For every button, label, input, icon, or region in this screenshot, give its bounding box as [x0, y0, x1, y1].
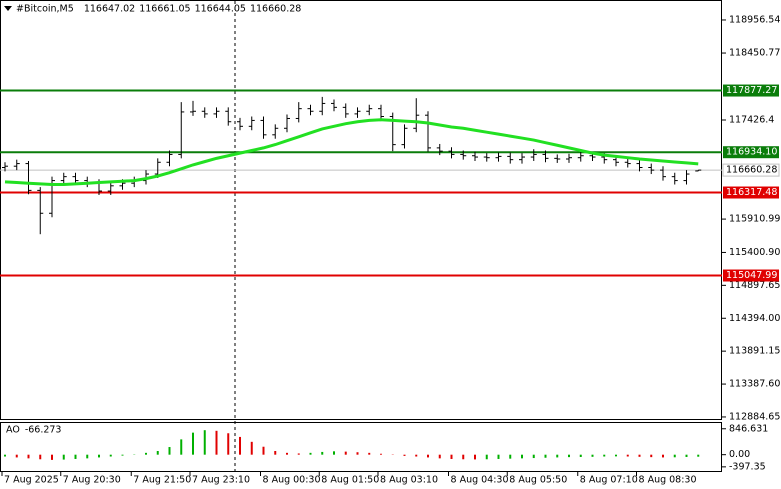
x-tick-label: 8 Aug 03:10 [380, 475, 438, 486]
header-value: 116661.05 [139, 4, 190, 15]
main-frame [0, 0, 722, 420]
y-tick-label: 112884.65 [729, 411, 780, 422]
ao-tick-label: 846.631 [729, 423, 768, 434]
y-tick-label: 118450.77 [729, 48, 780, 59]
x-tick-label: 7 Aug 2025 [4, 475, 59, 486]
level-label-bg [723, 269, 779, 282]
ao-frame [0, 422, 722, 472]
x-tick-label: 7 Aug 20:30 [63, 475, 121, 486]
level-label: 117877.27 [726, 85, 777, 96]
level-label: 116934.10 [726, 147, 777, 158]
chart-title: #Bitcoin,M5 [16, 4, 74, 15]
y-tick-label: 117426.4 [729, 115, 774, 126]
moving-average [4, 118, 699, 187]
y-tick-label: 113387.60 [729, 379, 780, 390]
level-label: 116317.48 [726, 187, 777, 198]
last-price-label: 116660.28 [726, 165, 777, 176]
y-tick-label: 118956.54 [729, 14, 780, 25]
ao-value: -66.273 [25, 425, 62, 436]
level-label-bg [723, 146, 779, 159]
level-label: 115047.99 [726, 270, 777, 281]
header-value: 116647.02 [84, 4, 135, 15]
y-tick-label: 113891.15 [729, 346, 780, 357]
last-price-bg [722, 163, 780, 177]
level-label-bg [723, 84, 779, 97]
header-value: 116644.05 [195, 4, 246, 15]
x-tick-label: 8 Aug 05:50 [509, 475, 567, 486]
ao-label: AO [6, 425, 20, 436]
x-tick-label: 7 Aug 23:10 [192, 475, 250, 486]
ao-tick-label: 0.00 [729, 449, 750, 460]
x-tick-label: 7 Aug 21:50 [133, 475, 191, 486]
ao-tick-label: -397.35 [729, 461, 766, 472]
level-label-bg [723, 186, 779, 199]
x-tick-label: 8 Aug 01:50 [321, 475, 379, 486]
x-tick-label: 8 Aug 08:30 [639, 475, 697, 486]
y-tick-label: 115400.90 [729, 247, 780, 258]
y-tick-label: 114897.65 [729, 280, 780, 291]
y-tick-label: 114394.00 [729, 313, 780, 324]
x-tick-label: 8 Aug 07:10 [580, 475, 638, 486]
x-tick-label: 8 Aug 04:30 [451, 475, 509, 486]
header-value: 116660.28 [250, 4, 301, 15]
menu-icon [4, 6, 12, 11]
y-tick-label: 115910.99 [729, 214, 780, 225]
x-tick-label: 8 Aug 00:30 [263, 475, 321, 486]
